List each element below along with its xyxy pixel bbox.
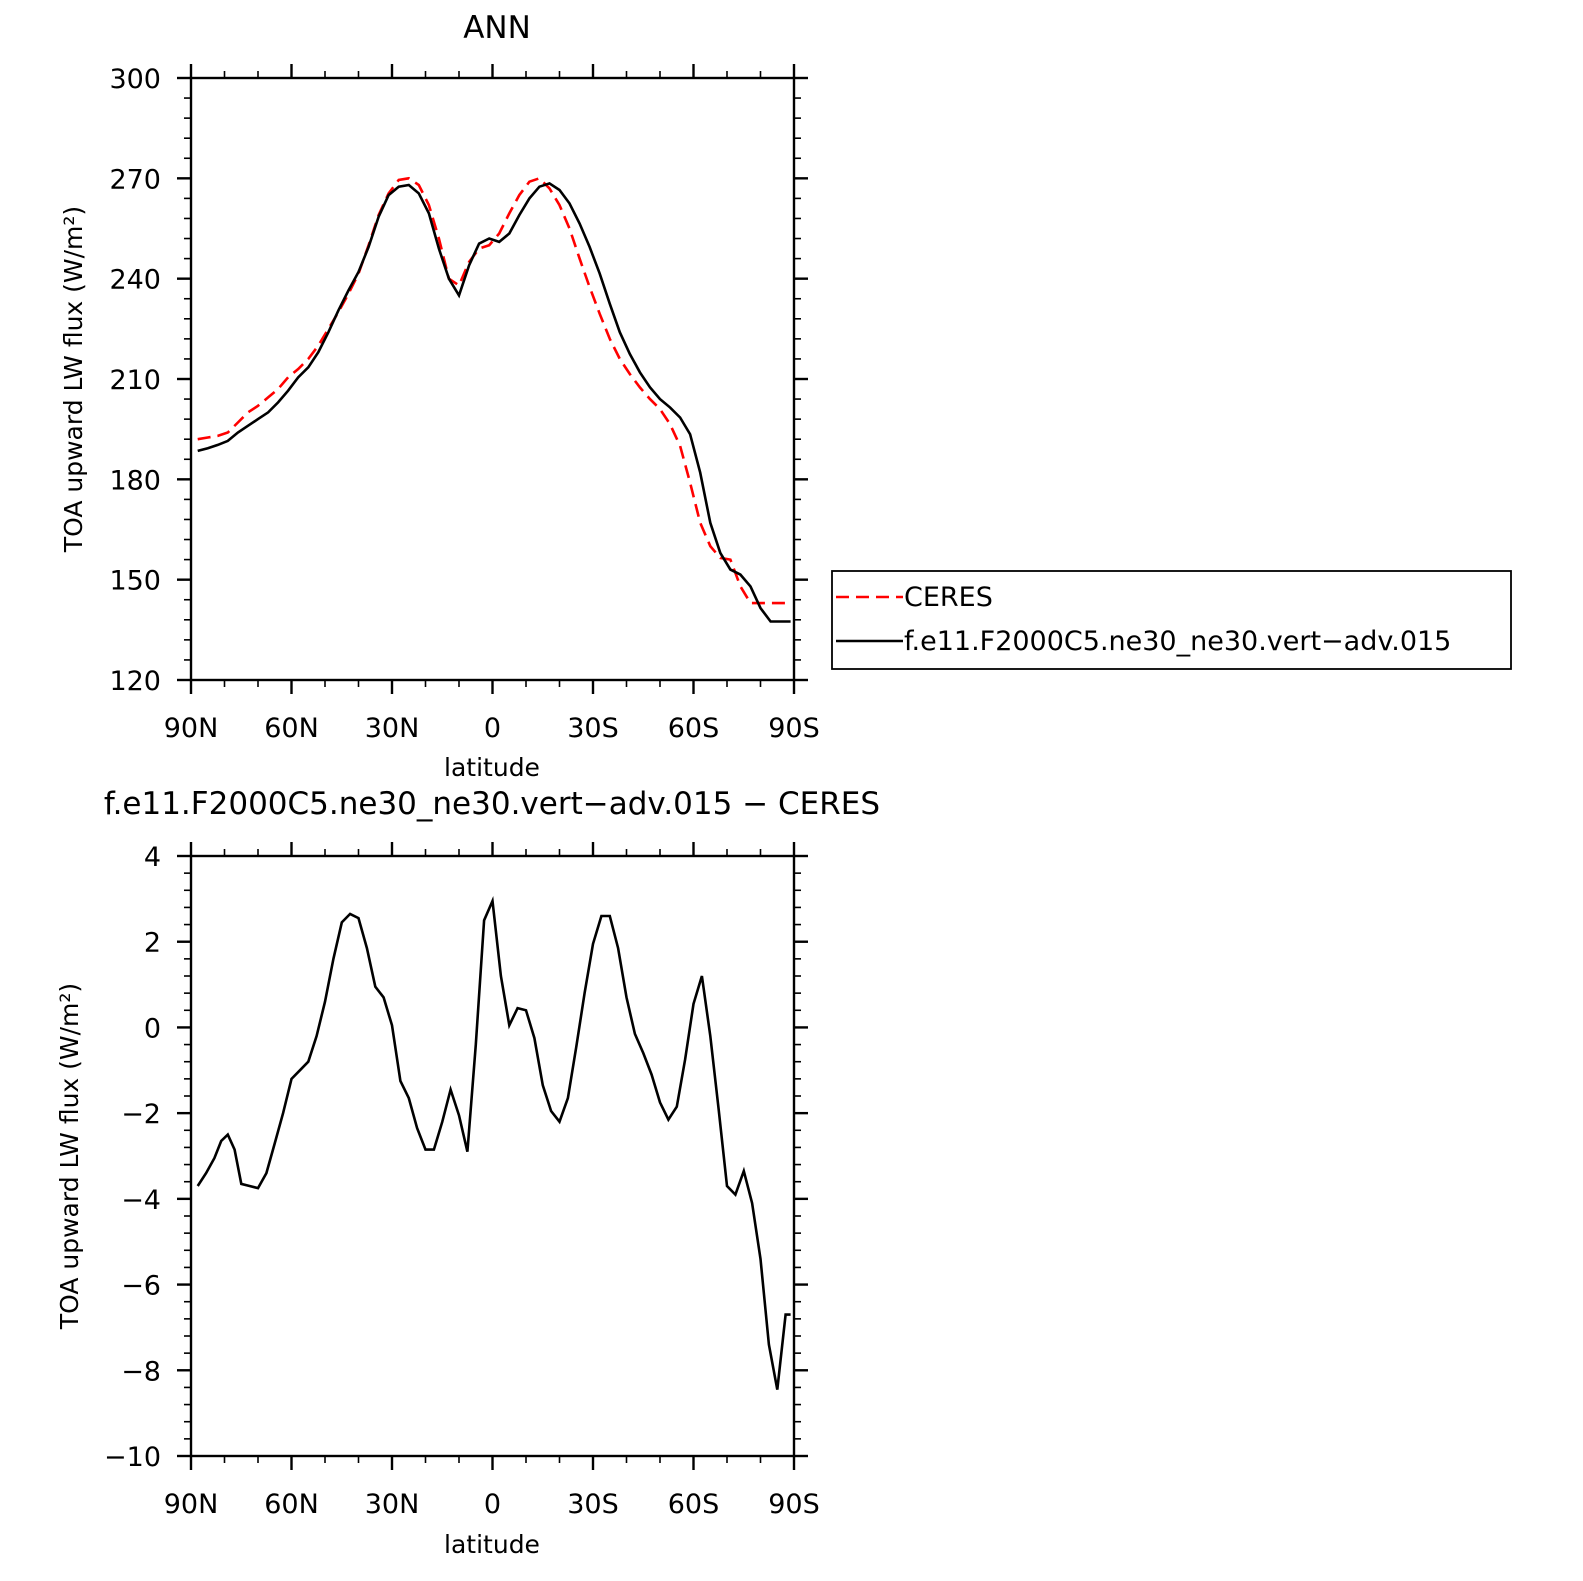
y-tick-label: 270 xyxy=(109,164,161,195)
x-tick-label: 30S xyxy=(567,713,619,744)
y-tick-label: −10 xyxy=(104,1442,161,1473)
y-tick-label: 120 xyxy=(109,666,161,697)
x-tick-label: 60S xyxy=(668,713,720,744)
bottom-x-axis-label: latitude xyxy=(444,1530,540,1559)
top-y-axis-label: TOA upward LW flux (W/m²) xyxy=(59,206,88,553)
x-tick-label: 0 xyxy=(484,1489,501,1520)
x-tick-label: 60S xyxy=(668,1489,720,1520)
bottom-chart-title: f.e11.F2000C5.ne30_ne30.vert−adv.015 − C… xyxy=(104,786,880,822)
y-tick-label: 150 xyxy=(109,566,161,597)
bottom-y-tick-labels: −10 −8 −6 −4 −2 0 2 4 xyxy=(104,842,161,1473)
legend-label-ceres: CERES xyxy=(904,582,993,613)
legend-label-model: f.e11.F2000C5.ne30_ne30.vert−adv.015 xyxy=(904,626,1451,657)
y-tick-label: 180 xyxy=(109,465,161,496)
x-tick-label: 60N xyxy=(264,713,319,744)
y-tick-label: −4 xyxy=(121,1185,161,1216)
legend: CERES f.e11.F2000C5.ne30_ne30.vert−adv.0… xyxy=(831,570,1512,670)
x-tick-label: 90S xyxy=(768,713,820,744)
y-tick-label: 300 xyxy=(109,64,161,95)
top-chart-ticks xyxy=(177,64,808,694)
top-x-axis-label: latitude xyxy=(444,753,540,782)
series-line-difference xyxy=(196,896,791,1390)
x-tick-label: 90N xyxy=(164,1489,219,1520)
y-tick-label: −6 xyxy=(121,1271,161,1302)
x-tick-label: 30N xyxy=(365,1489,420,1520)
top-chart: ANN 120 150 180 210 240 270 300 90N 60N 30N 0 30S 6… xyxy=(59,10,820,782)
y-tick-label: 240 xyxy=(109,265,161,296)
bottom-plot-frame xyxy=(189,854,796,1458)
y-tick-label: 210 xyxy=(109,365,161,396)
x-tick-label: 90S xyxy=(768,1489,820,1520)
legend-box xyxy=(831,570,1512,670)
x-tick-label: 60N xyxy=(264,1489,319,1520)
y-tick-label: −8 xyxy=(121,1356,161,1387)
x-tick-label: 90N xyxy=(164,713,219,744)
x-tick-label: 30N xyxy=(365,713,420,744)
y-tick-label: −2 xyxy=(121,1099,161,1130)
series-line-ceres xyxy=(197,176,791,605)
top-plot-frame xyxy=(189,76,796,682)
top-chart-title: ANN xyxy=(463,10,531,46)
x-tick-label: 0 xyxy=(484,713,501,744)
top-plot-lines xyxy=(197,176,791,623)
y-tick-label: 2 xyxy=(144,928,161,959)
series-line-model xyxy=(197,181,791,623)
bottom-plot-lines xyxy=(196,896,791,1390)
bottom-x-tick-labels: 90N 60N 30N 0 30S 60S 90S xyxy=(164,1489,820,1520)
x-tick-label: 30S xyxy=(567,1489,619,1520)
top-y-tick-labels: 120 150 180 210 240 270 300 xyxy=(109,64,161,697)
bottom-chart: f.e11.F2000C5.ne30_ne30.vert−adv.015 − C… xyxy=(55,786,880,1559)
bottom-y-axis-label: TOA upward LW flux (W/m²) xyxy=(55,983,84,1330)
y-tick-label: 0 xyxy=(144,1013,161,1044)
top-x-tick-labels: 90N 60N 30N 0 30S 60S 90S xyxy=(164,713,820,744)
y-tick-label: 4 xyxy=(144,842,161,873)
